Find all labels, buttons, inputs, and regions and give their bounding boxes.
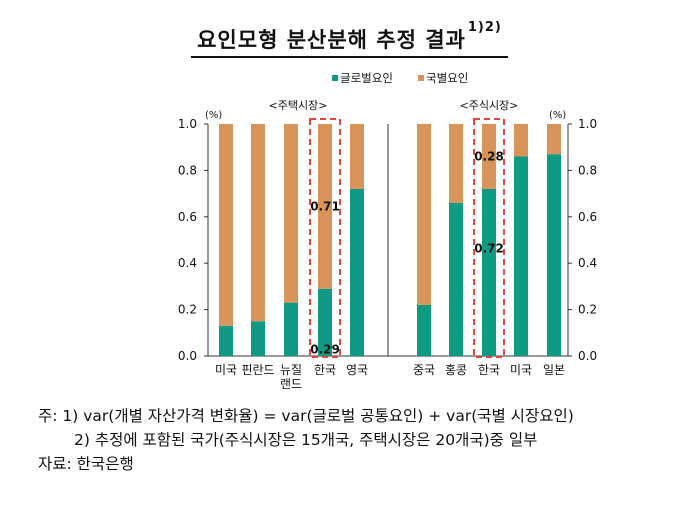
footnote-2: 2) 추정에 포함된 국가(주식시장은 15개국, 주택시장은 20개국)중 일… <box>74 431 538 449</box>
legend-label-2: 국별요인 <box>426 71 468 85</box>
y-tick-label-right: 0.4 <box>578 256 597 270</box>
y-tick-label-right: 0.8 <box>578 163 597 177</box>
bar-country <box>547 124 561 155</box>
bar-country <box>417 124 431 305</box>
y-tick-label-left: 0.6 <box>178 210 197 224</box>
y-tick-label-right: 0.6 <box>578 210 597 224</box>
y-tick-label-left: 0.0 <box>178 349 197 363</box>
bar-global <box>514 156 528 356</box>
bar-country <box>514 124 528 157</box>
bar-global <box>318 288 332 356</box>
bar-global <box>219 325 233 356</box>
data-label: 0.72 <box>474 241 504 255</box>
legend-swatch-2 <box>418 75 424 81</box>
x-tick-label: 미국 <box>510 363 532 377</box>
bar-global <box>284 302 298 356</box>
bar-country <box>449 124 463 203</box>
data-label: 0.71 <box>310 199 340 213</box>
x-tick-label: 중국 <box>413 363 435 377</box>
y-tick-label-left: 0.2 <box>178 303 197 317</box>
bar-global <box>417 304 431 356</box>
legend-swatch-1 <box>332 75 338 81</box>
bar-country <box>284 124 298 303</box>
x-tick-label: 한국 <box>314 363 336 377</box>
y-unit-left: (%) <box>205 110 222 121</box>
x-tick-label: 랜드 <box>280 377 302 391</box>
bar-country <box>219 124 233 326</box>
bar-country <box>251 124 265 322</box>
bar-global <box>449 202 463 356</box>
y-tick-label-right: 0.2 <box>578 303 597 317</box>
chart-title: 요인모형 분산분해 추정 결과1)2) <box>191 20 508 58</box>
footnotes: 주: 1) var(개별 자산가격 변화율) = var(글로벌 공통요인) +… <box>38 404 574 476</box>
data-label: 0.29 <box>310 342 340 356</box>
legend-label-1: 글로벌요인 <box>340 71 393 85</box>
y-tick-label-left: 0.8 <box>178 163 197 177</box>
x-tick-label: 홍콩 <box>445 363 467 377</box>
title-footnote-mark: 1)2) <box>467 20 502 35</box>
bar-global <box>547 154 561 356</box>
panel-title-2: <주식시장> <box>460 99 519 112</box>
data-label: 0.28 <box>474 149 504 163</box>
x-tick-label: 일본 <box>543 363 565 377</box>
x-tick-label: 뉴질 <box>280 363 302 377</box>
x-tick-label: 미국 <box>215 363 237 377</box>
footnote-1: 주: 1) var(개별 자산가격 변화율) = var(글로벌 공통요인) +… <box>38 407 574 425</box>
bar-global <box>251 321 265 356</box>
y-tick-label-right: 1.0 <box>578 117 597 131</box>
highlight-box-2 <box>473 118 505 358</box>
highlight-box-1 <box>309 118 341 358</box>
bar-global <box>350 188 364 356</box>
bar-country <box>350 124 364 189</box>
panel-title-1: <주택시장> <box>269 99 328 112</box>
chart-area: 글로벌요인 국별요인 0.0 0.0 0.2 0.2 0.4 0.4 0.6 0.6 0.8 0.8 1… <box>178 71 597 391</box>
y-tick-label-left: 1.0 <box>178 117 197 131</box>
source-note: 자료: 한국은행 <box>38 455 134 473</box>
bar-country <box>318 124 332 289</box>
bar-country <box>482 124 496 189</box>
y-tick-label-left: 0.4 <box>178 256 197 270</box>
x-tick-label: 핀란드 <box>241 363 274 377</box>
y-unit-right: (%) <box>549 110 566 121</box>
x-tick-label: 한국 <box>478 363 500 377</box>
x-tick-label: 영국 <box>346 363 368 377</box>
y-tick-label-right: 0.0 <box>578 349 597 363</box>
bar-global <box>482 188 496 356</box>
